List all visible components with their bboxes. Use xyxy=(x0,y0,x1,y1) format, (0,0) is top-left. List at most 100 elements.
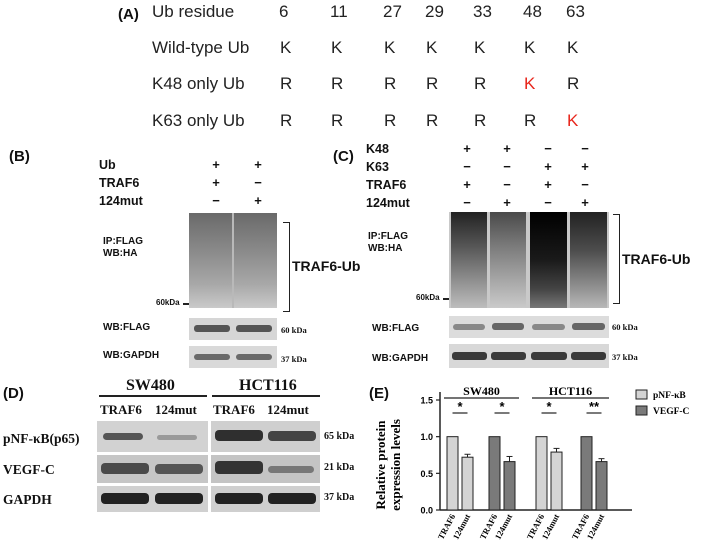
ub-variant-name: K63 only Ub xyxy=(152,111,245,130)
band xyxy=(268,493,316,504)
band xyxy=(531,352,567,360)
residue-cell: R xyxy=(426,111,439,130)
y-tick-label: 0.5 xyxy=(420,469,433,479)
lane-label: TRAF6 xyxy=(100,402,142,417)
condition-label: TRAF6 xyxy=(366,178,407,192)
lane xyxy=(570,212,607,308)
condition-sign: + xyxy=(581,195,589,210)
y-tick-label: 1.5 xyxy=(420,396,433,406)
panel-b-kda-gapdh: 37 kDa xyxy=(281,354,307,364)
significance-star: * xyxy=(499,399,505,414)
panel-b-bracket xyxy=(283,222,290,312)
panel-b-ip-blot xyxy=(189,213,277,308)
lane-label: TRAF6 xyxy=(213,402,255,417)
panel-c-kda-gapdh: 37 kDa xyxy=(612,352,638,362)
band xyxy=(492,323,524,330)
residue-cell: R xyxy=(280,74,293,93)
bar xyxy=(580,436,593,511)
panel-a-header: Ub residue xyxy=(152,2,235,21)
condition-sign: − xyxy=(212,193,220,208)
panel-c-ip-label-2: WB:HA xyxy=(368,243,403,254)
bar xyxy=(595,461,608,511)
blot-hct116-vegfc xyxy=(211,455,320,483)
significance-star: ** xyxy=(589,399,600,414)
residue-cell: R xyxy=(474,111,487,130)
condition-sign: + xyxy=(254,193,262,208)
residue-number: 29 xyxy=(425,2,444,21)
blot-sw480-vegfc xyxy=(97,455,208,483)
panel-b-lane-divider xyxy=(232,213,234,308)
residue-cell: K xyxy=(384,38,396,57)
condition-sign: + xyxy=(212,175,220,190)
band xyxy=(453,324,485,330)
panel-b-marker-tick xyxy=(183,303,189,305)
significance-star: * xyxy=(546,399,552,414)
band xyxy=(236,354,272,360)
band xyxy=(215,461,263,474)
condition-sign: + xyxy=(463,141,471,156)
group-label: HCT116 xyxy=(549,384,592,398)
ub-variant-name: Wild-type Ub xyxy=(152,38,250,57)
residue-cell: R xyxy=(280,111,293,130)
condition-sign: − xyxy=(463,195,471,210)
condition-sign: − xyxy=(581,177,589,192)
lane xyxy=(451,212,487,308)
panel-c-bracket-label: TRAF6-Ub xyxy=(622,251,691,267)
row-label-vegfc: VEGF-C xyxy=(3,462,55,477)
bar xyxy=(446,436,459,511)
condition-sign: − xyxy=(254,175,262,190)
residue-number: 11 xyxy=(330,2,348,21)
band xyxy=(157,435,197,440)
bar xyxy=(488,436,501,511)
blot-hct116-pnfkb xyxy=(211,421,320,452)
band xyxy=(103,433,143,440)
bar-chart: 0.0 0.5 1.0 1.5 Relative proteinexpression l… xyxy=(373,384,690,541)
row-label-pnfkb: pNF-κB(p65) xyxy=(3,431,80,446)
band xyxy=(155,464,203,474)
y-axis-label: Relative proteinexpression levels xyxy=(373,419,403,511)
condition-sign: − xyxy=(544,195,552,210)
condition-sign: + xyxy=(212,157,220,172)
residue-number: 48 xyxy=(523,2,542,21)
band xyxy=(101,493,149,504)
panel-e-label: (E) xyxy=(369,385,389,402)
residue-number: 6 xyxy=(279,2,289,21)
panel-d-label: (D) xyxy=(3,385,24,402)
condition-sign: − xyxy=(463,159,471,174)
blot-hct116-gapdh xyxy=(211,486,320,512)
group-label: SW480 xyxy=(463,384,500,398)
condition-sign: + xyxy=(581,159,589,174)
panel-b-gapdh-blot xyxy=(189,346,277,368)
legend-label: pNF-κB xyxy=(653,391,686,401)
panel-b-label: (B) xyxy=(9,148,30,165)
condition-sign: − xyxy=(581,141,589,156)
panel-c-ip-label-1: IP:FLAG xyxy=(368,231,408,242)
panel-b-wb-gapdh-label: WB:GAPDH xyxy=(103,350,160,361)
residue-cell: R xyxy=(474,74,487,93)
condition-sign: + xyxy=(544,177,552,192)
band xyxy=(532,324,565,330)
significance-star: * xyxy=(457,399,463,414)
band xyxy=(452,352,487,360)
band xyxy=(194,354,230,360)
lane xyxy=(530,212,567,308)
panel-b-marker: 60kDa xyxy=(156,298,180,307)
residue-cell: K xyxy=(567,111,579,130)
condition-sign: + xyxy=(503,195,511,210)
residue-cell: R xyxy=(331,111,344,130)
lane xyxy=(490,212,526,308)
band xyxy=(572,323,605,330)
residue-cell: R xyxy=(524,111,537,130)
bar xyxy=(503,461,516,511)
blot-sw480-pnfkb xyxy=(97,421,208,452)
band xyxy=(215,430,263,441)
condition-sign: + xyxy=(503,141,511,156)
band xyxy=(236,325,272,332)
condition-label: 124mut xyxy=(99,194,143,208)
condition-sign: − xyxy=(544,141,552,156)
kda-vegfc: 21 kDa xyxy=(324,462,355,473)
band xyxy=(571,352,606,360)
band xyxy=(268,466,314,473)
band xyxy=(194,325,230,332)
panel-b-flag-blot xyxy=(189,318,277,340)
